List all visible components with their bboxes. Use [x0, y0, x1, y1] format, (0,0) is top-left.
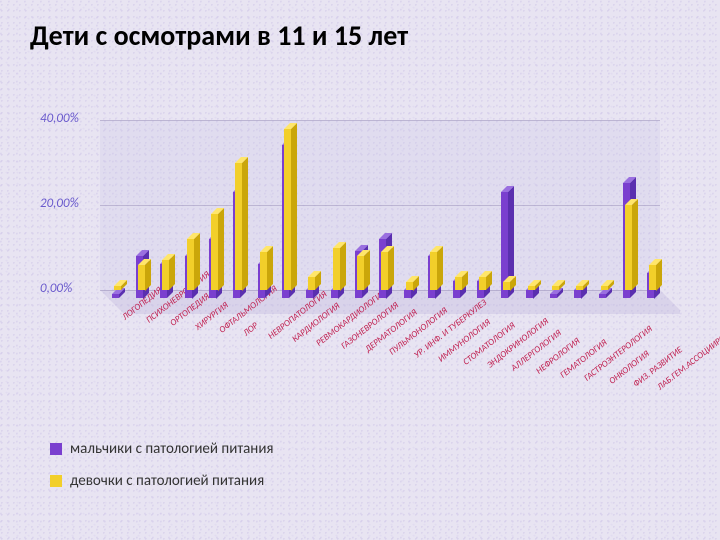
bar [306, 290, 313, 299]
bar [574, 290, 581, 299]
bar [601, 286, 608, 290]
legend-label-boys: мальчики с патологией питания [70, 440, 274, 458]
bar [552, 286, 559, 290]
bar [479, 277, 486, 290]
legend-swatch-boys [50, 443, 62, 455]
legend: мальчики с патологией питания девочки с … [50, 440, 274, 504]
bar [260, 252, 267, 290]
bar [112, 294, 119, 298]
legend-label-girls: девочки с патологией питания [70, 472, 264, 490]
bar [430, 252, 437, 290]
bar [526, 290, 533, 299]
bar [625, 205, 632, 290]
bar [455, 277, 462, 290]
bar [114, 286, 121, 290]
bar [138, 265, 145, 291]
bar [576, 286, 583, 290]
bar [503, 282, 510, 291]
bar [333, 248, 340, 291]
bar [162, 260, 169, 290]
bars-container [40, 90, 680, 390]
bar [211, 214, 218, 291]
bar [649, 265, 656, 291]
bar [381, 252, 388, 290]
bar [187, 239, 194, 290]
bar [599, 294, 606, 298]
page-title: Дети с осмотрами в 11 и 15 лет [30, 18, 408, 53]
bar [284, 129, 291, 291]
legend-swatch-girls [50, 475, 62, 487]
bar [331, 290, 338, 299]
bar [550, 294, 557, 298]
bar [404, 290, 411, 299]
bar [406, 282, 413, 291]
bar [357, 256, 364, 290]
chart-area: 0,00%20,00%40,00% ЛОГОПЕДИЯПСИХОНЕВРОЛОГ… [40, 90, 680, 390]
legend-item-boys: мальчики с патологией питания [50, 440, 274, 458]
bar [528, 286, 535, 290]
bar [235, 163, 242, 291]
bar [308, 277, 315, 290]
legend-item-girls: девочки с патологией питания [50, 472, 274, 490]
